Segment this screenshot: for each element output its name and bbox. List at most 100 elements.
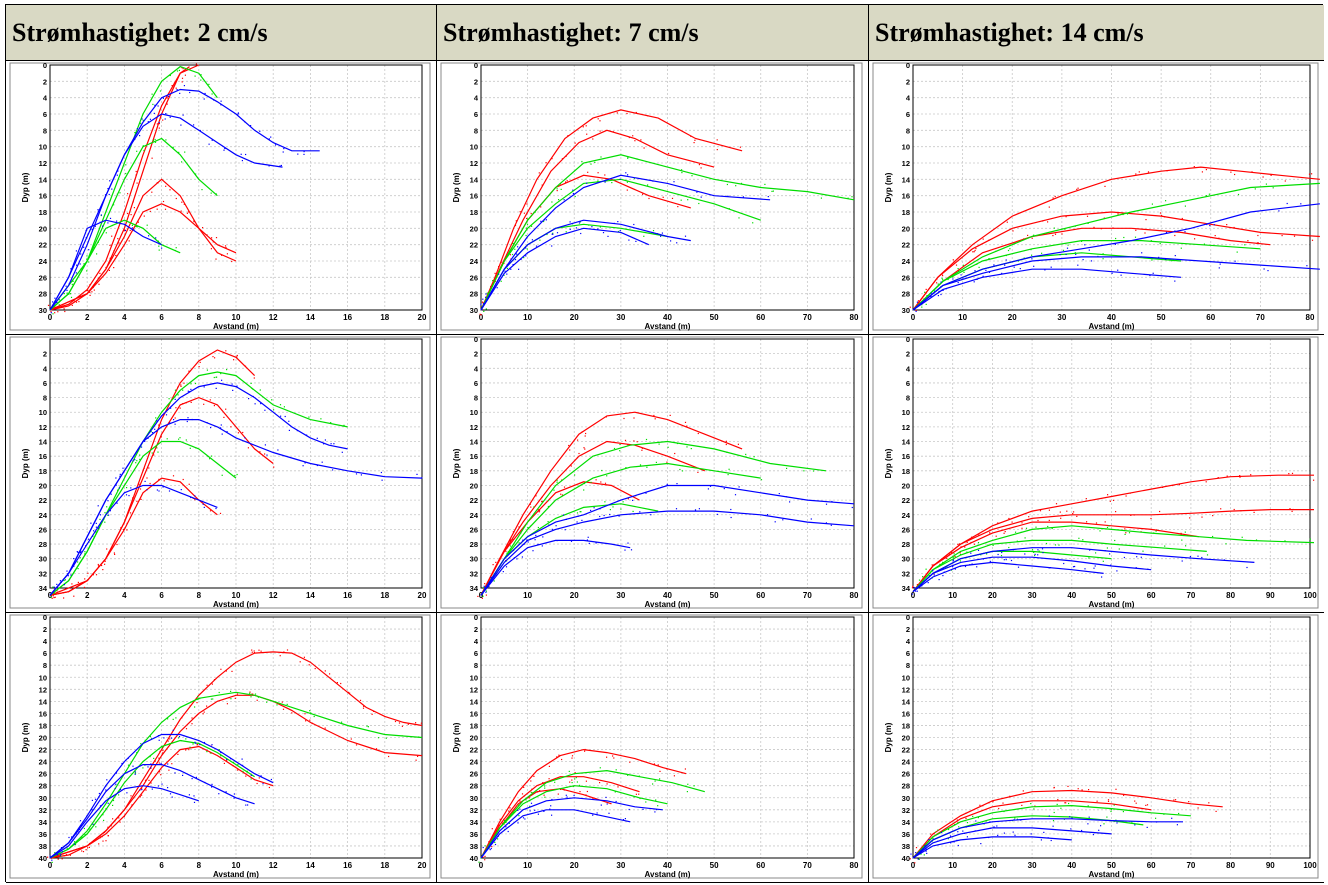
scatter-point-red: [236, 354, 238, 357]
scatter-point-green: [1244, 244, 1246, 246]
scatter-point-green: [1020, 531, 1022, 533]
scatter-point-red: [624, 439, 627, 441]
scatter-point-green: [172, 718, 174, 720]
scatter-point-red: [1178, 484, 1180, 486]
scatter-point-blue: [1155, 821, 1158, 823]
scatter-point-red: [398, 722, 401, 724]
scatter-point-green: [313, 715, 315, 718]
scatter-point-green: [1102, 258, 1104, 260]
scatter-point-green: [174, 389, 177, 391]
scatter-point-red: [1257, 234, 1259, 237]
scatter-point-green: [681, 169, 683, 171]
scatter-point-blue: [73, 843, 75, 845]
scatter-point-red: [1159, 510, 1161, 513]
scatter-point-red: [640, 139, 642, 141]
scatter-point-blue: [727, 195, 729, 197]
x-tick-label: 100: [1303, 861, 1317, 870]
x-tick-label: 50: [710, 313, 719, 322]
y-tick-label: 2: [474, 77, 478, 86]
scatter-point-green: [965, 548, 967, 551]
scatter-point-red: [1065, 802, 1067, 804]
scatter-point-blue: [237, 113, 239, 115]
scatter-point-red: [561, 158, 563, 160]
series-line-blue: [912, 836, 1072, 859]
scatter-point-red: [739, 146, 741, 148]
scatter-point-red: [577, 439, 579, 441]
scatter-point-green: [1185, 545, 1187, 547]
scatter-point-green: [506, 552, 508, 554]
scatter-point-blue: [997, 834, 999, 836]
scatter-point-red: [299, 661, 301, 663]
x-axis-label: Avstand (m): [213, 870, 259, 879]
scatter-point-red: [258, 777, 260, 779]
scatter-point-green: [588, 224, 590, 226]
scatter-point-red: [574, 772, 576, 774]
scatter-point-red: [1048, 519, 1050, 521]
scatter-point-red: [1053, 787, 1055, 789]
scatter-point-green: [988, 258, 990, 260]
scatter-point-blue: [1074, 565, 1076, 568]
scatter-point-red: [286, 649, 289, 651]
scatter-point-blue: [248, 398, 250, 400]
scatter-point-red: [1037, 519, 1039, 522]
scatter-point-red: [916, 584, 918, 586]
scatter-point-green: [494, 841, 496, 843]
y-tick-label: 34: [902, 818, 911, 827]
series-line-blue: [480, 484, 855, 596]
scatter-point-red: [186, 212, 188, 214]
scatter-point-red: [641, 449, 643, 451]
y-tick-label: 34: [39, 818, 48, 827]
scatter-point-red: [979, 804, 981, 806]
scatter-point-green: [276, 704, 278, 706]
x-tick-label: 14: [306, 313, 315, 322]
scatter-point-blue: [174, 772, 176, 774]
scatter-point-green: [136, 752, 138, 754]
scatter-point-red: [123, 528, 125, 530]
scatter-point-red: [191, 723, 193, 725]
y-tick-label: 12: [470, 423, 478, 432]
scatter-point-red: [482, 856, 484, 858]
scatter-point-red: [950, 552, 953, 554]
scatter-point-red: [1292, 508, 1294, 511]
scatter-point-blue: [1090, 260, 1093, 262]
x-tick-label: 4: [122, 313, 127, 322]
scatter-point-blue: [492, 576, 494, 578]
scatter-point-green: [920, 853, 922, 855]
scatter-point-blue: [288, 429, 290, 431]
scatter-point-green: [953, 553, 955, 555]
y-tick-label: 4: [43, 94, 48, 103]
scatter-point-green: [1164, 545, 1166, 547]
scatter-point-blue: [221, 379, 223, 381]
scatter-point-green: [735, 185, 737, 187]
scatter-point-blue: [1005, 259, 1007, 261]
y-tick-label: 18: [39, 467, 47, 476]
scatter-point-blue: [825, 522, 827, 524]
scatter-point-red: [597, 118, 599, 120]
scatter-point-green: [617, 230, 620, 233]
scatter-point-blue: [569, 221, 571, 223]
scatter-point-blue: [956, 839, 958, 841]
scatter-point-red: [183, 382, 185, 384]
scatter-point-red: [1077, 187, 1079, 189]
scatter-point-red: [264, 453, 266, 455]
scatter-point-green: [657, 805, 659, 807]
scatter-point-green: [134, 772, 137, 774]
scatter-point-red: [480, 314, 482, 316]
scatter-point-red: [512, 531, 514, 533]
scatter-point-blue: [965, 826, 967, 828]
y-tick-label: 0: [474, 335, 478, 344]
scatter-point-blue: [1037, 549, 1039, 551]
scatter-point-green: [525, 799, 527, 801]
scatter-point-green: [1159, 243, 1161, 245]
scatter-point-green: [159, 90, 162, 92]
scatter-point-blue: [1176, 824, 1178, 826]
scatter-point-red: [1064, 802, 1066, 804]
scatter-point-blue: [635, 240, 637, 242]
scatter-point-green: [175, 717, 177, 719]
scatter-point-blue: [224, 147, 226, 149]
scatter-point-green: [1024, 537, 1026, 539]
scatter-point-red: [737, 443, 739, 445]
scatter-point-red: [311, 722, 314, 724]
scatter-point-red: [641, 447, 643, 449]
scatter-point-blue: [1267, 270, 1269, 272]
